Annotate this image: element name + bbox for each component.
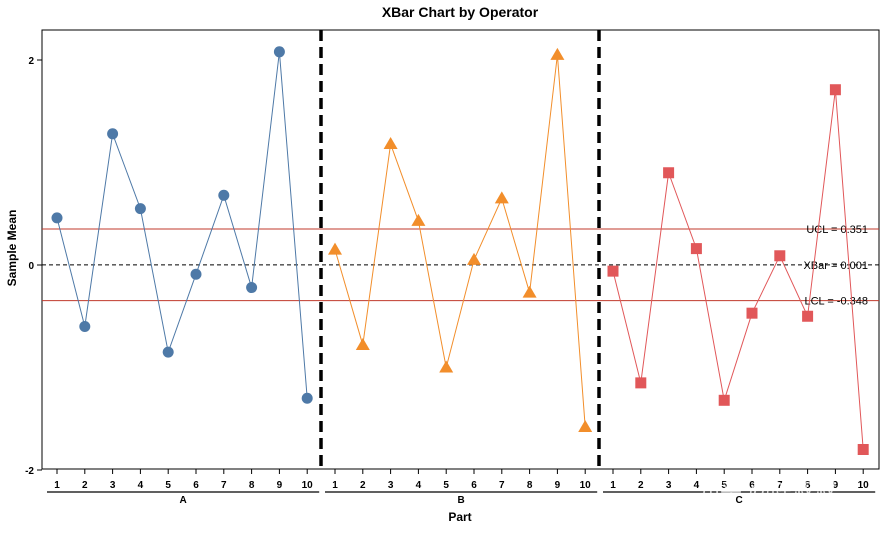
- data-point-b: [355, 337, 370, 350]
- x-tick-label: 9: [833, 480, 839, 491]
- x-tick-label: 10: [858, 480, 870, 491]
- x-tick-label: 10: [302, 480, 314, 491]
- data-point-c: [635, 377, 647, 389]
- data-point-a: [134, 203, 146, 215]
- x-tick-label: 4: [694, 480, 700, 491]
- x-tick-label: 9: [277, 480, 283, 491]
- data-point-a: [107, 128, 119, 140]
- x-tick-label: 10: [580, 480, 592, 491]
- data-point-a: [246, 282, 258, 294]
- x-tick-label: 2: [82, 480, 88, 491]
- x-tick-label: 7: [221, 480, 227, 491]
- x-tick-label: 3: [666, 480, 672, 491]
- x-tick-label: 7: [777, 480, 783, 491]
- chart-title: XBar Chart by Operator: [382, 4, 539, 20]
- y-axis-title: Sample Mean: [5, 210, 19, 287]
- data-point-a: [301, 392, 313, 404]
- group-label-a: A: [179, 495, 186, 506]
- y-tick-label: 2: [28, 56, 34, 67]
- x-tick-label: 1: [332, 480, 338, 491]
- x-tick-label: 8: [527, 480, 533, 491]
- data-point-b: [550, 47, 565, 60]
- x-tick-label: 2: [638, 480, 644, 491]
- ref-label-xbar: XBar = 0.001: [803, 260, 868, 272]
- x-tick-label: 6: [749, 480, 755, 491]
- data-point-b: [383, 137, 398, 150]
- data-point-c: [663, 167, 675, 179]
- data-point-a: [273, 46, 285, 58]
- data-point-a: [218, 189, 230, 201]
- x-tick-label: 6: [193, 480, 199, 491]
- x-axis-title: Part: [448, 510, 471, 524]
- data-point-c: [746, 307, 758, 319]
- series-line-c: [612, 89, 864, 450]
- data-point-c: [774, 250, 786, 262]
- data-point-b: [439, 360, 454, 373]
- data-point-b: [494, 191, 509, 204]
- x-tick-label: 7: [499, 480, 505, 491]
- data-point-a: [190, 268, 202, 280]
- x-tick-label: 1: [54, 480, 60, 491]
- data-point-b: [522, 285, 537, 298]
- data-point-c: [607, 265, 619, 277]
- data-point-c: [690, 243, 702, 255]
- data-point-c: [802, 310, 814, 322]
- data-point-a: [51, 212, 63, 224]
- x-tick-label: 5: [721, 480, 727, 491]
- data-point-a: [162, 346, 174, 358]
- ref-label-ucl: UCL = 0.351: [806, 224, 868, 236]
- data-point-b: [328, 242, 342, 255]
- x-tick-label: 8: [805, 480, 811, 491]
- group-label-c: C: [735, 495, 742, 506]
- data-point-a: [79, 321, 91, 332]
- x-tick-label: 6: [471, 480, 477, 491]
- x-tick-label: 4: [138, 480, 144, 491]
- x-tick-label: 5: [443, 480, 449, 491]
- x-tick-label: 3: [388, 480, 394, 491]
- series-line-a: [56, 51, 308, 399]
- data-point-b: [578, 419, 593, 432]
- x-tick-label: 5: [165, 480, 171, 491]
- data-point-c: [857, 444, 869, 455]
- y-tick-label: -2: [25, 466, 34, 477]
- x-tick-label: 8: [249, 480, 255, 491]
- data-point-c: [718, 394, 730, 406]
- x-tick-label: 9: [555, 480, 561, 491]
- data-point-c: [829, 84, 841, 96]
- x-tick-label: 4: [416, 480, 422, 491]
- data-point-b: [411, 213, 426, 226]
- watermark-text: 知乎 @陈叔叔: [698, 479, 836, 504]
- data-point-b: [467, 252, 481, 265]
- ref-label-lcl: LCL = -0.348: [805, 296, 869, 308]
- x-tick-label: 3: [110, 480, 116, 491]
- x-tick-label: 2: [360, 480, 366, 491]
- chart-marks: 2 0 -2 UCL = 0.351 XBar = 0.001 LCL = -0.348 1…: [25, 30, 879, 506]
- group-label-b: B: [457, 495, 464, 506]
- y-tick-label: 0: [28, 261, 34, 272]
- x-tick-label: 1: [610, 480, 616, 491]
- series-line-b: [334, 54, 586, 427]
- plot-frame: [41, 29, 880, 470]
